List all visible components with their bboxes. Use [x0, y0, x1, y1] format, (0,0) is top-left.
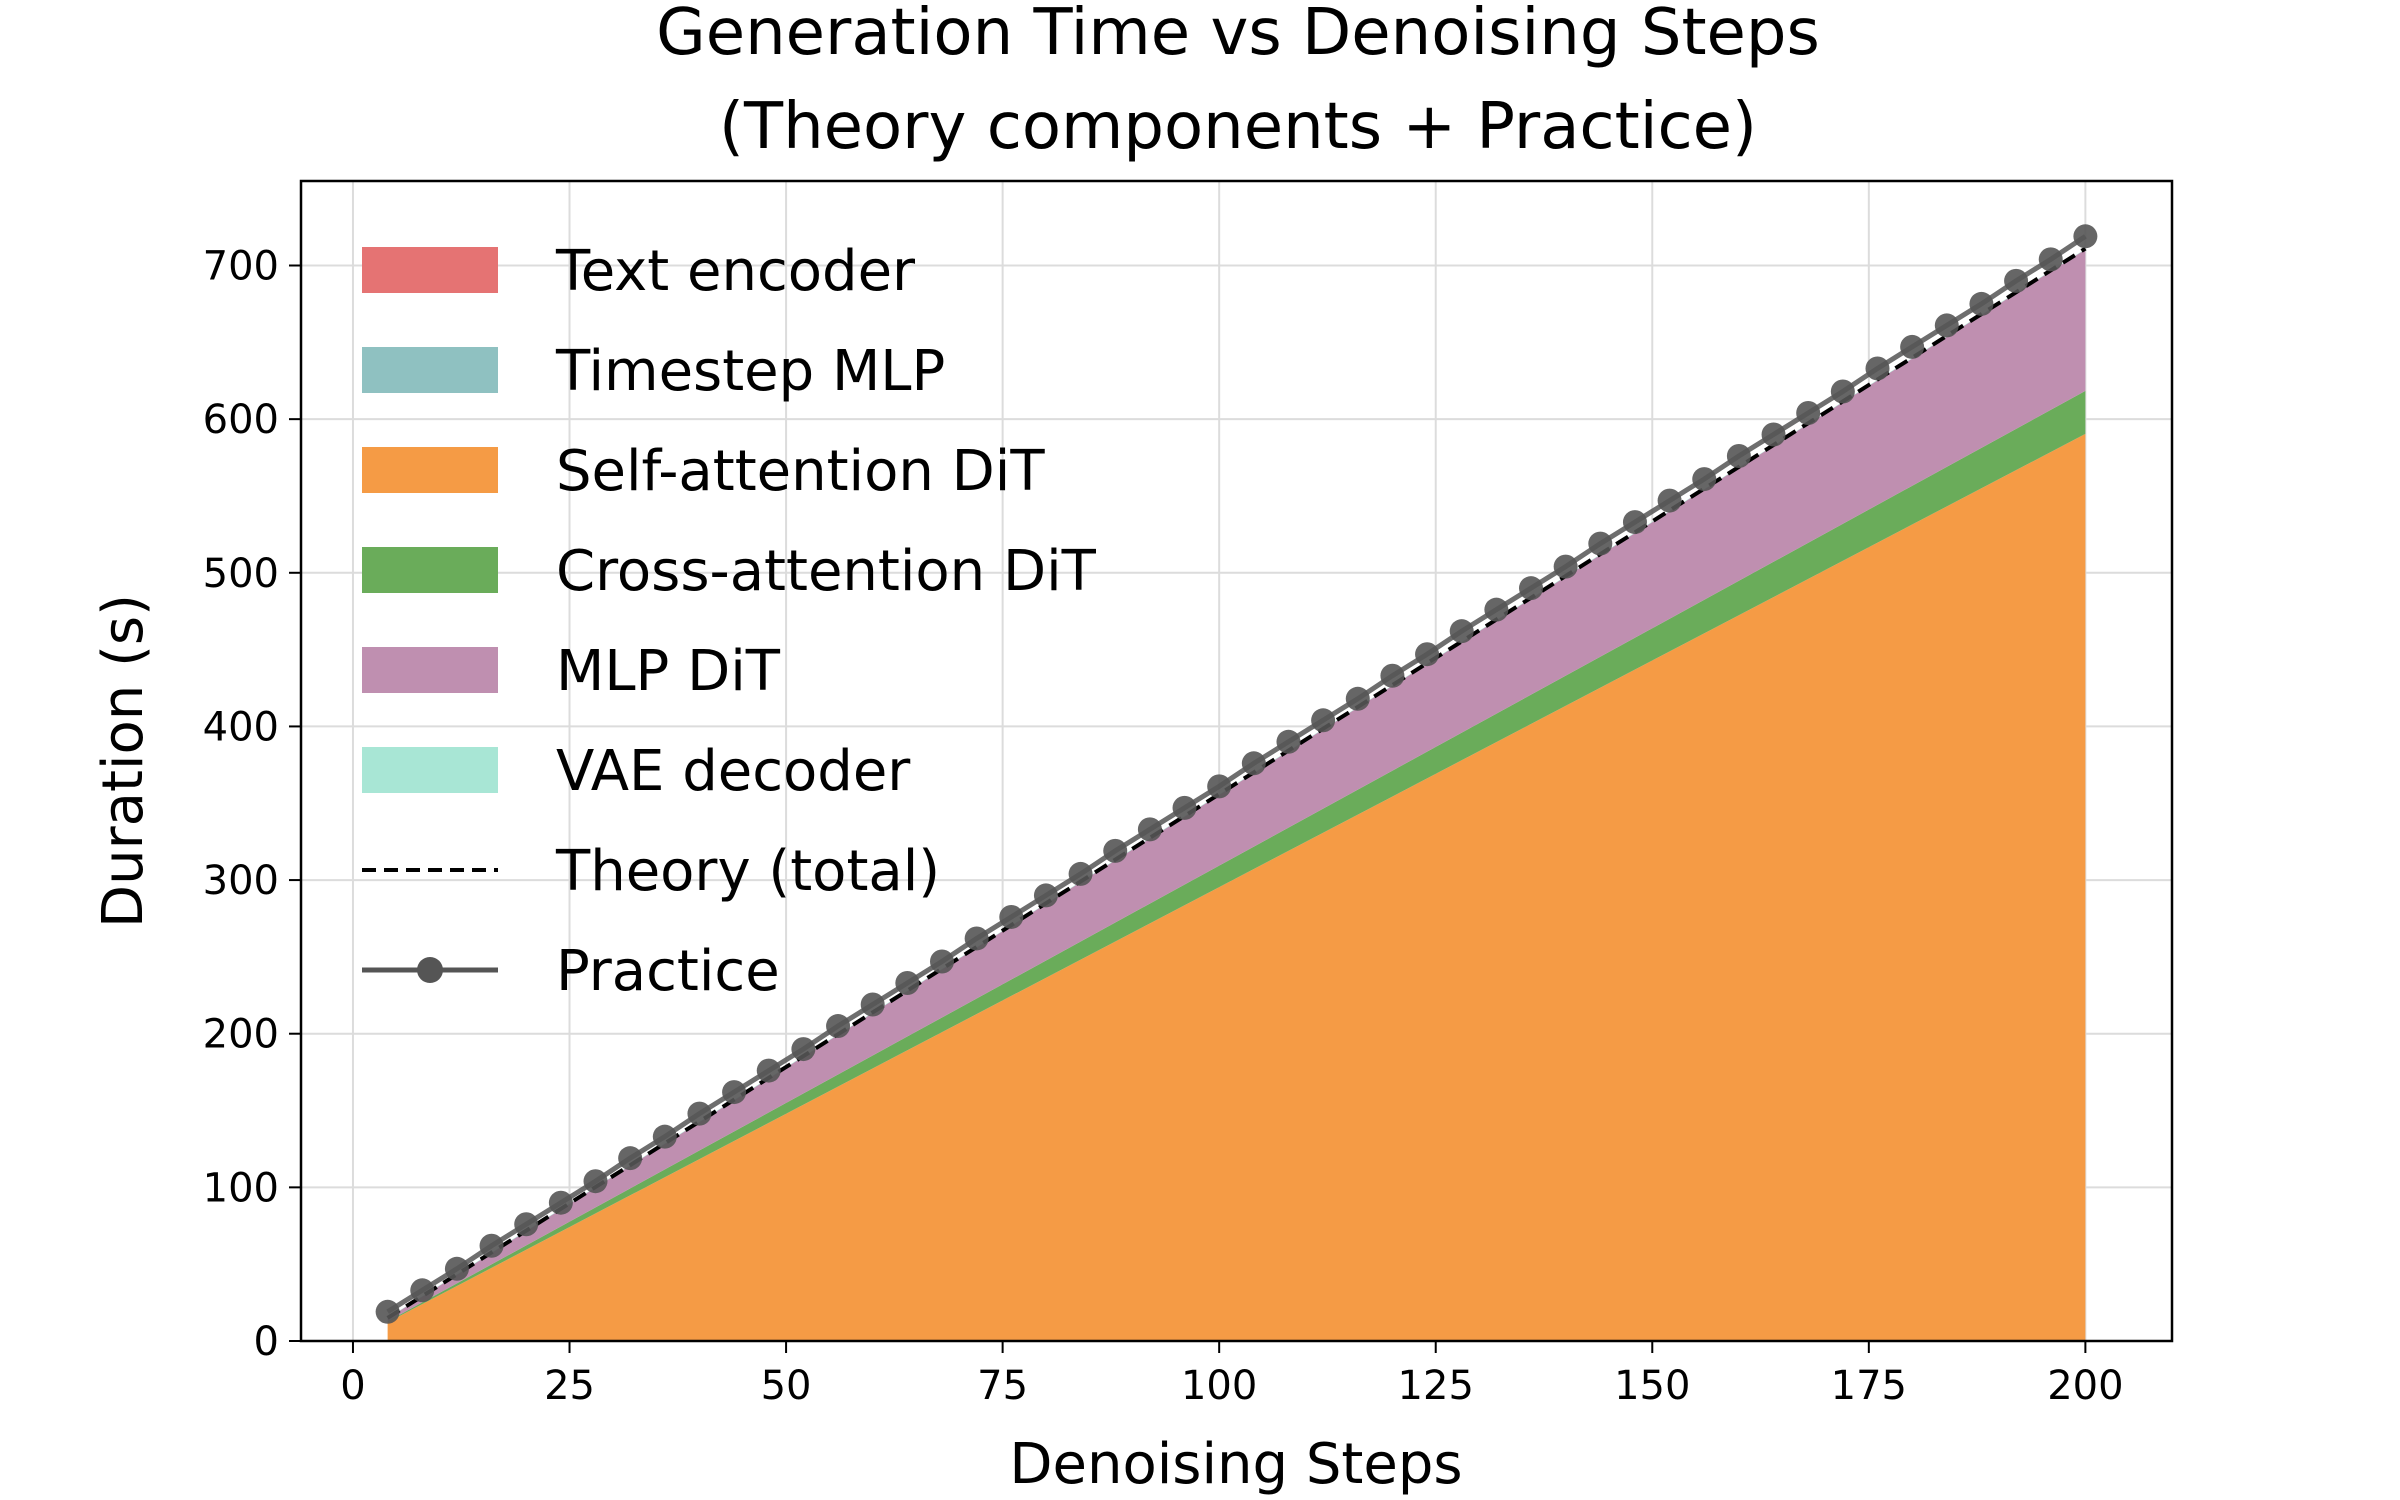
practice-point	[1934, 313, 1959, 338]
legend-label-5: VAE decoder	[556, 739, 911, 804]
practice-point	[2038, 247, 2063, 272]
practice-point	[1449, 619, 1474, 644]
practice-point	[410, 1278, 435, 1303]
y-axis-label: Duration (s)	[91, 594, 156, 928]
practice-point	[1207, 774, 1232, 799]
x-tick-label-6: 150	[1614, 1363, 1690, 1409]
practice-point	[652, 1124, 677, 1149]
practice-point	[1761, 422, 1786, 447]
practice-point	[1345, 686, 1370, 711]
practice-point	[1553, 554, 1578, 579]
practice-point	[1726, 444, 1751, 469]
practice-point	[687, 1101, 712, 1126]
y-tick-label-3: 300	[203, 858, 279, 904]
legend-swatch-1	[362, 347, 498, 393]
legend-label-2: Self-attention DiT	[556, 439, 1045, 504]
practice-point	[1900, 334, 1925, 359]
practice-point	[929, 949, 954, 974]
practice-point	[444, 1256, 469, 1281]
series-lines	[375, 224, 2098, 1324]
y-tick-label-2: 200	[203, 1012, 279, 1058]
plot-frame	[299, 179, 2174, 1343]
practice-point	[583, 1169, 608, 1194]
practice-point	[1068, 861, 1093, 886]
practice-point	[479, 1233, 504, 1258]
practice-point	[2004, 268, 2029, 293]
practice-point	[1830, 379, 1855, 404]
legend-label-6: Theory (total)	[555, 839, 940, 904]
x-tick-label-0: 0	[340, 1363, 365, 1409]
practice-point	[1622, 510, 1647, 535]
practice-point	[1865, 356, 1890, 381]
area-3	[387, 390, 2086, 1323]
practice-point	[1241, 751, 1266, 776]
practice-point	[756, 1058, 781, 1083]
practice-point	[1588, 531, 1613, 556]
x-tick-label-7: 175	[1831, 1363, 1907, 1409]
practice-point	[1137, 817, 1162, 842]
practice-point	[514, 1212, 539, 1237]
practice-point	[1311, 708, 1336, 733]
practice-point	[964, 926, 989, 951]
x-tick-label-1: 25	[544, 1363, 595, 1409]
practice-point	[1692, 467, 1717, 492]
practice-point	[1276, 729, 1301, 754]
practice-point	[999, 904, 1024, 929]
practice-point	[1415, 642, 1440, 667]
x-axis-label: Denoising Steps	[1009, 1432, 1462, 1497]
y-tick-label-6: 600	[203, 397, 279, 443]
y-tick-label-0: 0	[254, 1319, 279, 1365]
practice-point	[1484, 597, 1509, 622]
legend-label-4: MLP DiT	[556, 639, 781, 704]
chart-title-line-1: Generation Time vs Denoising Steps	[656, 0, 1820, 70]
practice-point	[1033, 883, 1058, 908]
x-tick-label-8: 200	[2047, 1363, 2123, 1409]
x-axis: 0 25 50 75 100 125 150 175 200	[340, 1341, 2124, 1409]
legend-swatch-0	[362, 247, 498, 293]
legend-swatch-4	[362, 647, 498, 693]
x-tick-label-4: 100	[1181, 1363, 1257, 1409]
chart-title-line-2: (Theory components + Practice)	[719, 90, 1757, 164]
legend-label-1: Timestep MLP	[555, 339, 945, 404]
practice-point	[1969, 291, 1994, 316]
y-axis: 0 100 200 300 400 500 600 700	[203, 244, 301, 1365]
x-tick-label-5: 125	[1398, 1363, 1474, 1409]
practice-point	[2073, 224, 2098, 249]
practice-point	[895, 971, 920, 996]
practice-point	[722, 1080, 747, 1105]
legend-label-7: Practice	[556, 939, 780, 1004]
legend-label-0: Text encoder	[555, 239, 916, 304]
practice-point	[1796, 401, 1821, 425]
practice-point	[1519, 576, 1544, 601]
legend-marker	[417, 957, 443, 983]
practice-point	[791, 1037, 816, 1062]
practice-point	[1172, 795, 1197, 820]
legend-swatch-3	[362, 547, 498, 593]
legend-swatch-2	[362, 447, 498, 493]
x-tick-label-2: 50	[761, 1363, 812, 1409]
practice-point	[1657, 488, 1682, 513]
area-2	[387, 433, 2086, 1341]
y-tick-label-7: 700	[203, 244, 279, 290]
practice-point	[1380, 663, 1405, 688]
legend-swatch-5	[362, 747, 498, 793]
x-tick-label-3: 75	[977, 1363, 1028, 1409]
legend: Text encoder Timestep MLP Self-attention D…	[362, 239, 1097, 1004]
y-tick-label-4: 400	[203, 704, 279, 750]
practice-point	[375, 1299, 400, 1324]
practice-point	[548, 1190, 573, 1215]
practice-point	[1103, 838, 1128, 863]
y-tick-label-5: 500	[203, 551, 279, 597]
practice-point	[618, 1146, 643, 1171]
practice-point	[860, 992, 885, 1017]
legend-label-3: Cross-attention DiT	[556, 539, 1097, 604]
practice-point	[826, 1014, 851, 1039]
y-tick-label-1: 100	[203, 1165, 279, 1211]
